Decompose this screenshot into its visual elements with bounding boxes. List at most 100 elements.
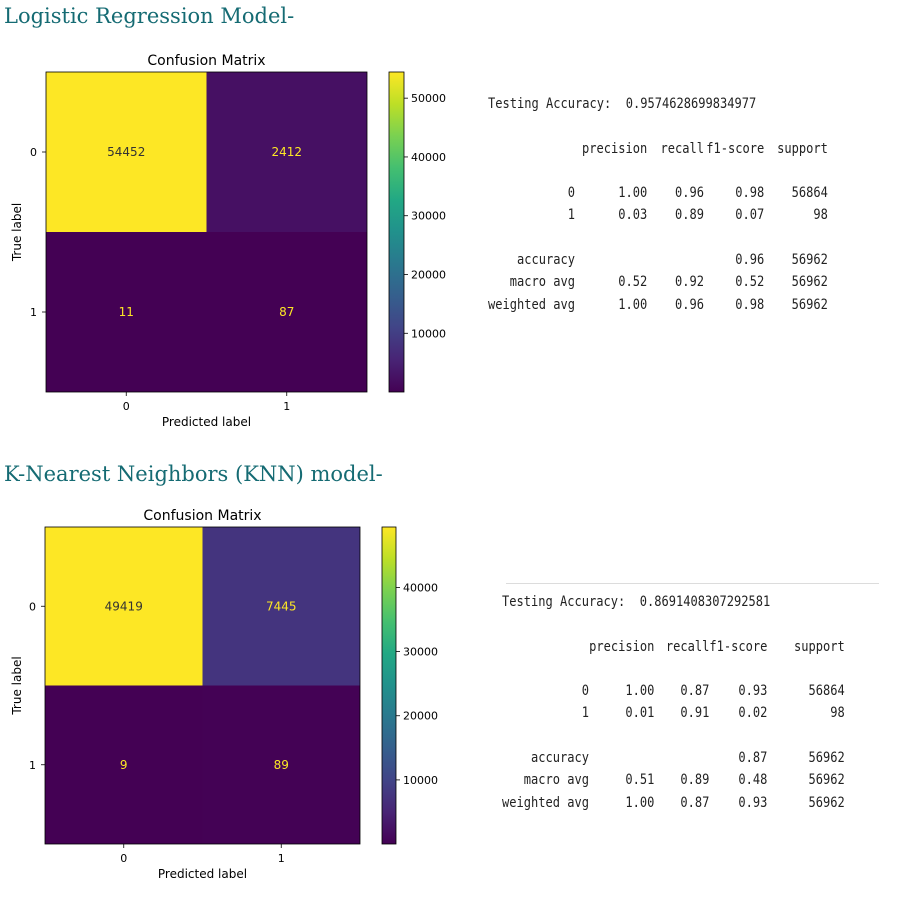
report-header-3: support [794,638,845,655]
report-recall: 0.96 [674,185,704,202]
colorbar-tick-label-3: 40000 [403,581,438,594]
testing-accuracy-line: Testing Accuracy: 0.8691408307292581 [502,591,845,613]
report-recall [647,249,704,271]
divider-line [506,583,879,584]
cm-value-0-1: 2412 [271,145,302,159]
report-header-blank [488,138,575,160]
report-f1-score: 0.93 [738,683,768,700]
report-row-label: weighted avg [502,794,589,811]
cm-value-1-0: 9 [120,758,128,772]
report-row-label: 1 [581,705,589,722]
report-f1-score: 0.52 [735,274,765,291]
report-precision: 0.51 [625,772,655,789]
cm-value-1-1: 89 [274,758,289,772]
testing-accuracy-label: Testing Accuracy: [502,594,626,610]
report-header-0: precision [581,140,648,157]
report-row-label: macro avg [523,772,589,789]
x-axis-label: Predicted label [158,867,247,881]
cm-value-0-0: 49419 [105,599,143,613]
report-support: 56962 [808,794,845,811]
cm-cell-0-0 [46,72,207,232]
cm-cell-1-0 [45,685,203,844]
report-header-0: precision [589,638,655,655]
report-precision: 0.03 [618,207,648,224]
x-tick-label-0: 0 [120,852,127,865]
section-title-knn: K-Nearest Neighbors (KNN) model- [4,462,383,486]
report-row-label: accuracy [516,252,575,269]
report-f1-score: 0.48 [738,772,768,789]
y-axis-label: True label [10,203,24,262]
report-f1-score: 0.07 [735,207,765,224]
report-f1-score: 0.02 [738,705,768,722]
report-f1-score: 0.98 [735,296,765,313]
report-recall [654,747,709,769]
cm-cell-0-0 [45,527,203,686]
report-support: 56962 [808,750,845,767]
report-row: weighted avg 1.00 0.87 0.93 56962 [502,792,845,814]
cm-value-0-1: 7445 [266,599,297,613]
cm-value-1-0: 11 [119,305,134,319]
cm-cell-1-1 [202,685,360,844]
testing-accuracy-value: 0.9574628699834977 [625,96,757,112]
report-precision: 1.00 [618,296,648,313]
x-axis-label: Predicted label [162,415,251,429]
report-f1-score: 0.96 [735,252,765,269]
confusion-matrix-chart-knn: 49419 7445 9 89 Confusion Matrix 0 1 0 1 Predicte… [10,508,438,881]
report-support: 98 [813,207,828,224]
report-header-1: recall [665,638,710,655]
cm-frame [44,526,361,845]
cm-value-1-1: 87 [279,305,294,319]
report-recall: 0.92 [674,274,704,291]
report-support: 56962 [791,274,828,291]
report-header-row: precision recall f1-score support [488,138,828,160]
report-recall: 0.96 [674,296,704,313]
report-precision [575,249,647,271]
report-recall: 0.89 [680,772,710,789]
x-tick-label-1: 1 [278,852,285,865]
report-row-label: accuracy [530,750,589,767]
report-support: 98 [830,705,845,722]
report-recall: 0.87 [680,683,710,700]
report-row: 0 1.00 0.87 0.93 56864 [502,680,845,702]
cm-cell-1-0 [46,232,207,392]
report-row-label: macro avg [509,274,575,291]
report-support: 56962 [791,252,828,269]
report-row: weighted avg 1.00 0.96 0.98 56962 [488,294,828,316]
colorbar [381,526,397,845]
report-row: 1 0.03 0.89 0.07 98 [488,204,828,226]
report-precision: 0.52 [618,274,648,291]
y-tick-label-1: 1 [29,759,36,772]
classification-report-logreg: Testing Accuracy: 0.9574628699834977 pre… [488,93,828,316]
report-header-2: f1-score [706,140,765,157]
colorbar-tick-label-1: 20000 [411,269,446,282]
confusion-matrix-chart-logreg: 54452 2412 11 87 Confusion Matrix 0 1 0 1 Predict… [10,53,446,429]
report-recall: 0.89 [674,207,704,224]
report-precision [589,747,654,769]
cm-value-0-0: 54452 [107,145,145,159]
testing-accuracy-label: Testing Accuracy: [488,96,612,112]
report-recall: 0.91 [680,705,710,722]
y-axis-label: True label [10,656,24,715]
report-row-label: 0 [567,185,575,202]
classification-report-knn: Testing Accuracy: 0.8691408307292581 pre… [502,591,845,814]
report-support: 56864 [808,683,845,700]
report-header-2: f1-score [709,638,768,655]
report-f1-score: 0.98 [735,185,765,202]
x-tick-label-0: 0 [123,400,130,413]
report-precision: 0.01 [625,705,655,722]
report-row: macro avg 0.52 0.92 0.52 56962 [488,271,828,293]
x-tick-label-1: 1 [283,400,290,413]
report-support: 56962 [791,296,828,313]
cm-cell-1-1 [206,232,367,392]
report-precision: 1.00 [625,794,655,811]
report-header-1: recall [660,140,704,157]
colorbar [388,71,405,393]
report-row-label: 1 [567,207,575,224]
colorbar-tick-label-2: 30000 [411,210,446,223]
report-recall: 0.87 [680,794,710,811]
chart-title: Confusion Matrix [143,508,261,524]
colorbar-tick-label-0: 10000 [403,774,438,787]
cm-frame [45,71,368,393]
report-precision: 1.00 [625,683,655,700]
report-header-row: precision recall f1-score support [502,636,845,658]
